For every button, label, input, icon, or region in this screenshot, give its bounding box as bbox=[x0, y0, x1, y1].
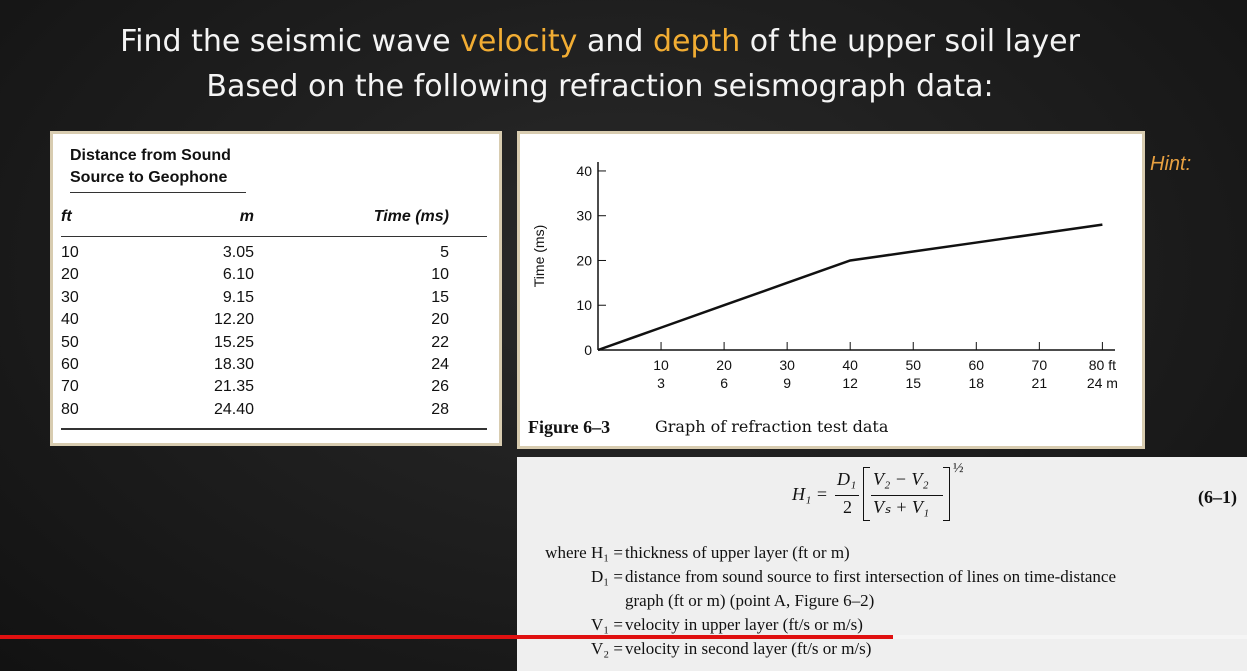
bracket bbox=[863, 467, 870, 521]
caption-text: Graph of refraction test data bbox=[655, 417, 889, 436]
x-tick-label: 40 bbox=[842, 357, 858, 373]
formula-part: V₂ − V₂ bbox=[873, 469, 929, 489]
y-tick-label: 10 bbox=[576, 297, 592, 313]
table-cell: 30 bbox=[61, 288, 79, 306]
table-cell: 40 bbox=[61, 311, 79, 329]
formula-part: 2 bbox=[843, 497, 852, 517]
formula-part: ½ bbox=[953, 461, 964, 476]
table-cell: 18.30 bbox=[213, 356, 254, 373]
table-cell: 22 bbox=[431, 333, 449, 351]
x-tick-label: 10 bbox=[653, 357, 669, 373]
x-tick-label: 50 bbox=[905, 357, 921, 373]
x-tick-label-m: 24 m bbox=[1087, 375, 1118, 391]
chart: 0 10 20 30 40 10 3 20 6 30 9 40 12 50 15 60 18 70 21 80 ft 2… bbox=[528, 162, 1118, 437]
table-cell: 20 bbox=[431, 311, 449, 329]
title-part: Find the seismic wave bbox=[120, 24, 461, 59]
x-tick-label-m: 18 bbox=[969, 375, 985, 391]
formula-part: H₁ = bbox=[792, 484, 828, 504]
x-tick-label: 30 bbox=[779, 357, 795, 373]
table-cell: 20 bbox=[61, 266, 79, 284]
table-cell: 50 bbox=[61, 333, 79, 351]
table-cell: 60 bbox=[61, 356, 79, 373]
definition-text: distance from sound source to first inte… bbox=[625, 567, 1116, 586]
formula-part: D₁ bbox=[837, 469, 857, 489]
table-panel: Distance from Sound Source to Geophone ft m… bbox=[50, 131, 502, 446]
rule bbox=[61, 428, 487, 430]
title-line: Based on the following refraction seismo… bbox=[206, 69, 994, 104]
chart-panel: 0 10 20 30 40 10 3 20 6 30 9 40 12 50 15 60 18 70 21 80 ft 2… bbox=[517, 131, 1145, 449]
x-tick-label: 70 bbox=[1032, 357, 1048, 373]
table-cell: 24 bbox=[431, 356, 449, 373]
bracket bbox=[943, 467, 950, 521]
title-part: velocity bbox=[460, 24, 578, 59]
table-cell: 80 bbox=[61, 400, 79, 418]
y-tick-label: 0 bbox=[584, 342, 592, 358]
definition-text: thickness of upper layer (ft or m) bbox=[625, 543, 850, 562]
table-cell: 26 bbox=[431, 378, 449, 396]
title-part: of the upper soil layer bbox=[740, 24, 1080, 59]
table-cell: 12.20 bbox=[213, 311, 254, 329]
definition-text: velocity in second layer (ft/s or m/s) bbox=[625, 639, 872, 658]
fraction-bar bbox=[835, 495, 859, 496]
table-cell: 24.40 bbox=[213, 400, 254, 418]
y-axis-label: Time (ms) bbox=[531, 225, 547, 287]
x-tick-label-m: 3 bbox=[657, 375, 665, 391]
x-tick-label: 20 bbox=[716, 357, 732, 373]
formula-part: (6–1) bbox=[1198, 487, 1237, 507]
x-tick-label-m: 9 bbox=[783, 375, 791, 391]
column-header: ft bbox=[61, 208, 72, 225]
fraction-bar bbox=[871, 495, 943, 496]
table-cell: 5 bbox=[440, 244, 449, 261]
table-cell: 15 bbox=[431, 288, 449, 306]
x-tick-label: 80 ft bbox=[1089, 357, 1116, 373]
table-cell: 15.25 bbox=[213, 333, 254, 351]
table-cell: 28 bbox=[431, 400, 449, 418]
progress-track bbox=[893, 635, 1247, 639]
column-header: m bbox=[239, 208, 254, 225]
progress-bar bbox=[0, 635, 893, 639]
definition-text: velocity in upper layer (ft/s or m/s) bbox=[625, 615, 863, 634]
rule bbox=[70, 192, 246, 193]
title-part: depth bbox=[652, 24, 741, 59]
table-cell: 6.10 bbox=[222, 266, 254, 284]
x-tick-label-m: 12 bbox=[842, 375, 858, 391]
formula-part: Vₛ + V₁ bbox=[873, 497, 930, 517]
x-tick-label-m: 6 bbox=[720, 375, 728, 391]
rule bbox=[61, 236, 487, 237]
table-cell: 3.05 bbox=[222, 244, 254, 261]
caption-label: Figure 6–3 bbox=[528, 417, 610, 437]
definition-symbol: where H₁ = bbox=[545, 543, 623, 562]
table-cell: 9.15 bbox=[222, 288, 254, 306]
title-line: Find the seismic wave velocity and depth… bbox=[0, 24, 1200, 59]
hint: Hint: bbox=[1150, 153, 1192, 175]
table-cell: 21.35 bbox=[213, 378, 254, 396]
table-cell: 10 bbox=[61, 244, 79, 261]
table-cell: 10 bbox=[431, 266, 449, 284]
definition-symbol: V₁ = bbox=[590, 615, 623, 634]
data-line bbox=[597, 223, 1103, 352]
table-cell: 70 bbox=[61, 378, 79, 396]
definition-symbol: D₁ = bbox=[590, 567, 623, 586]
group-header: Source to Geophone bbox=[70, 169, 228, 186]
y-tick-label: 40 bbox=[576, 163, 592, 179]
x-tick-label: 60 bbox=[969, 357, 985, 373]
definition-symbol: V₂ = bbox=[590, 639, 623, 658]
group-header: Distance from Sound bbox=[70, 147, 231, 164]
y-tick-label: 30 bbox=[576, 208, 592, 224]
x-tick-label-m: 21 bbox=[1032, 375, 1048, 391]
x-tick-label-m: 15 bbox=[905, 375, 921, 391]
definition-text: graph (ft or m) (point A, Figure 6–2) bbox=[625, 591, 875, 610]
title-part: and bbox=[577, 24, 653, 59]
column-header: Time (ms) bbox=[373, 208, 449, 225]
y-tick-label: 20 bbox=[576, 252, 592, 268]
